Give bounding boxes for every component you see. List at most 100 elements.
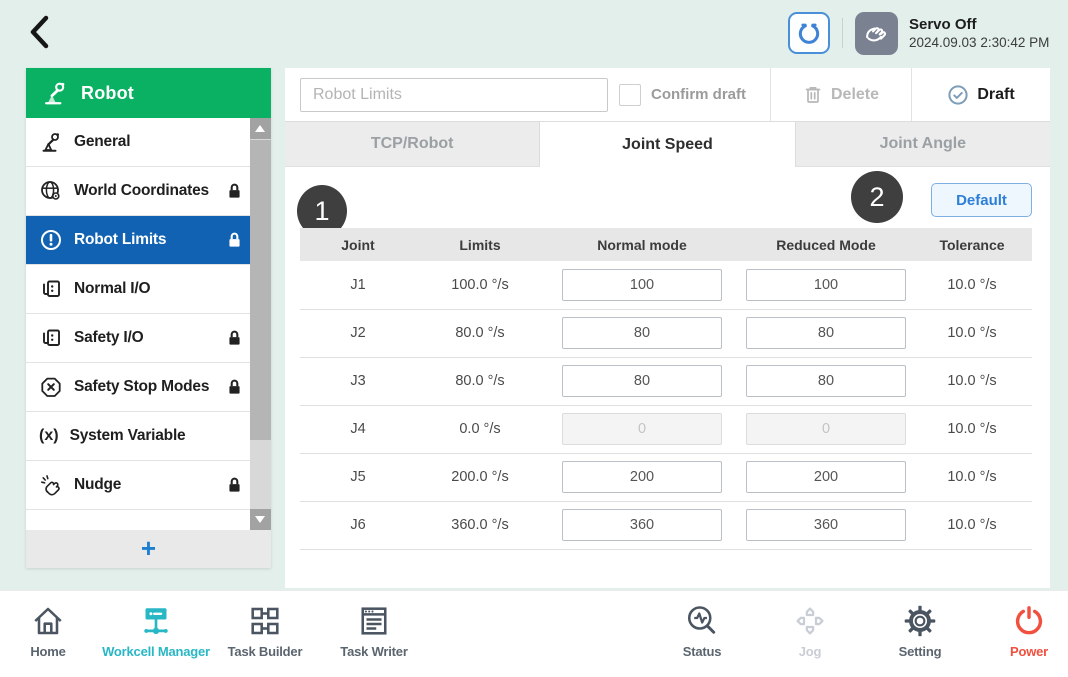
nav-workcell-manager[interactable]: Workcell Manager xyxy=(96,598,216,672)
lock-icon xyxy=(227,379,242,396)
normal-mode-input-j6[interactable] xyxy=(562,509,722,541)
lock-icon xyxy=(227,232,242,249)
io-icon xyxy=(39,326,63,350)
hand-icon xyxy=(863,21,891,45)
tab-joint-angle[interactable]: Joint Angle xyxy=(795,122,1050,167)
reduced-mode-input-j6[interactable] xyxy=(746,509,906,541)
io-icon xyxy=(39,277,63,301)
robot-arm-icon xyxy=(39,130,63,154)
table-row-j6: J6 360.0 °/s 10.0 °/s xyxy=(300,501,1032,550)
table-header-row: Joint Limits Normal mode Reduced Mode To… xyxy=(300,228,1032,261)
scroll-thumb[interactable] xyxy=(250,140,271,440)
table-row-j3: J3 80.0 °/s 10.0 °/s xyxy=(300,357,1032,406)
toolbar: Confirm draft Delete xyxy=(285,68,1050,122)
tolerance-cell: 10.0 °/s xyxy=(912,309,1032,358)
limit-cell: 0.0 °/s xyxy=(416,405,544,454)
bottom-nav: Home Workcell Manager Task Builder xyxy=(0,590,1068,677)
nav-home[interactable]: Home xyxy=(0,598,96,672)
scroll-down-button[interactable] xyxy=(250,509,271,530)
sidebar-item-robot-limits[interactable]: Robot Limits xyxy=(26,216,250,265)
sidebar-item-safety-io[interactable]: Safety I/O xyxy=(26,314,250,363)
tolerance-cell: 10.0 °/s xyxy=(912,357,1032,406)
normal-mode-input-j3[interactable] xyxy=(562,365,722,397)
joint-cell: J2 xyxy=(300,309,416,358)
sidebar-scrollbar[interactable] xyxy=(250,118,271,530)
servo-status: Servo Off xyxy=(909,15,977,33)
confirm-draft-label: Confirm draft xyxy=(651,86,746,103)
draft-label: Draft xyxy=(977,85,1015,103)
reduced-mode-input-j2[interactable] xyxy=(746,317,906,349)
confirm-draft-group[interactable]: Confirm draft xyxy=(619,83,746,106)
triangle-up-icon xyxy=(255,125,265,132)
sidebar-item-world-coordinates[interactable]: World Coordinates xyxy=(26,167,250,216)
tolerance-cell: 10.0 °/s xyxy=(912,501,1032,550)
scroll-up-button[interactable] xyxy=(250,118,271,139)
workcell-manager-icon xyxy=(96,598,216,644)
add-workcell-button[interactable]: + xyxy=(26,530,271,568)
tab-joint-speed[interactable]: Joint Speed xyxy=(540,122,796,167)
column-header-normal-mode: Normal mode xyxy=(544,228,740,261)
back-button[interactable] xyxy=(26,12,62,52)
workcell-name-input[interactable] xyxy=(300,77,608,112)
manual-mode-badge[interactable] xyxy=(855,11,898,55)
sidebar-title: Robot xyxy=(81,82,134,103)
annotation-badge-2: 2 xyxy=(851,171,903,223)
sidebar-header: Robot xyxy=(26,68,271,118)
nudge-hand-icon xyxy=(39,473,63,497)
nav-task-writer[interactable]: Task Writer xyxy=(314,598,434,672)
sidebar-item-normal-io[interactable]: Normal I/O xyxy=(26,265,250,314)
limit-cell: 200.0 °/s xyxy=(416,453,544,502)
reduced-mode-input-j1[interactable] xyxy=(746,268,906,301)
column-header-reduced-mode: Reduced Mode xyxy=(740,228,912,261)
joint-speed-table: Joint Limits Normal mode Reduced Mode To… xyxy=(300,228,1032,550)
sidebar-item-nudge[interactable]: Nudge xyxy=(26,461,250,510)
tolerance-cell: 10.0 °/s xyxy=(912,453,1032,502)
globe-icon xyxy=(39,179,63,203)
triangle-down-icon xyxy=(255,516,265,523)
home-icon xyxy=(0,598,96,644)
joint-cell: J5 xyxy=(300,453,416,502)
normal-mode-input-j2[interactable] xyxy=(562,317,722,349)
column-header-limits: Limits xyxy=(416,228,544,261)
sidebar-item-partial[interactable] xyxy=(26,510,250,529)
normal-mode-input-j4 xyxy=(562,413,722,445)
lock-icon xyxy=(227,330,242,347)
tab-bar: TCP/Robot Joint Speed Joint Angle xyxy=(285,122,1050,167)
limit-cell: 80.0 °/s xyxy=(416,309,544,358)
normal-mode-input-j1[interactable] xyxy=(562,268,722,301)
reduced-mode-input-j3[interactable] xyxy=(746,365,906,397)
robot-arm-icon xyxy=(41,79,69,107)
nav-status[interactable]: Status xyxy=(650,598,754,672)
sidebar-item-general[interactable]: General xyxy=(26,118,250,167)
default-button[interactable]: Default xyxy=(931,183,1032,217)
robot-mode-button[interactable] xyxy=(788,12,830,54)
joint-speed-panel: 1 2 Default Joint Limits Normal mode Red… xyxy=(285,167,1050,587)
power-icon xyxy=(980,598,1068,644)
delete-button: Delete xyxy=(770,68,911,121)
tab-tcp-robot[interactable]: TCP/Robot xyxy=(285,122,541,167)
gear-icon xyxy=(870,598,970,644)
normal-mode-input-j5[interactable] xyxy=(562,461,722,493)
joint-cell: J4 xyxy=(300,405,416,454)
draft-button[interactable]: Draft xyxy=(911,68,1050,121)
sidebar-item-safety-stop-modes[interactable]: Safety Stop Modes xyxy=(26,363,250,412)
column-header-tolerance: Tolerance xyxy=(912,228,1032,261)
nav-setting[interactable]: Setting xyxy=(870,598,970,672)
reduced-mode-input-j5[interactable] xyxy=(746,461,906,493)
sidebar-item-system-variable[interactable]: (x) System Variable xyxy=(26,412,250,461)
delete-label: Delete xyxy=(830,85,880,103)
confirm-draft-checkbox[interactable] xyxy=(619,83,641,106)
reduced-mode-input-j4 xyxy=(746,413,906,445)
column-header-joint: Joint xyxy=(300,228,416,261)
status-cluster: Servo Off 2024.09.03 2:30:42 PM xyxy=(788,8,1058,58)
nav-jog: Jog xyxy=(760,598,860,672)
sidebar-menu: General World Coordinates xyxy=(26,118,250,530)
nav-power[interactable]: Power xyxy=(980,598,1068,672)
nav-task-builder[interactable]: Task Builder xyxy=(216,598,314,672)
limit-cell: 100.0 °/s xyxy=(416,261,544,310)
plus-icon: + xyxy=(140,532,157,563)
status-icon xyxy=(650,598,754,644)
tolerance-cell: 10.0 °/s xyxy=(912,405,1032,454)
table-row-j5: J5 200.0 °/s 10.0 °/s xyxy=(300,453,1032,502)
joint-cell: J3 xyxy=(300,357,416,406)
